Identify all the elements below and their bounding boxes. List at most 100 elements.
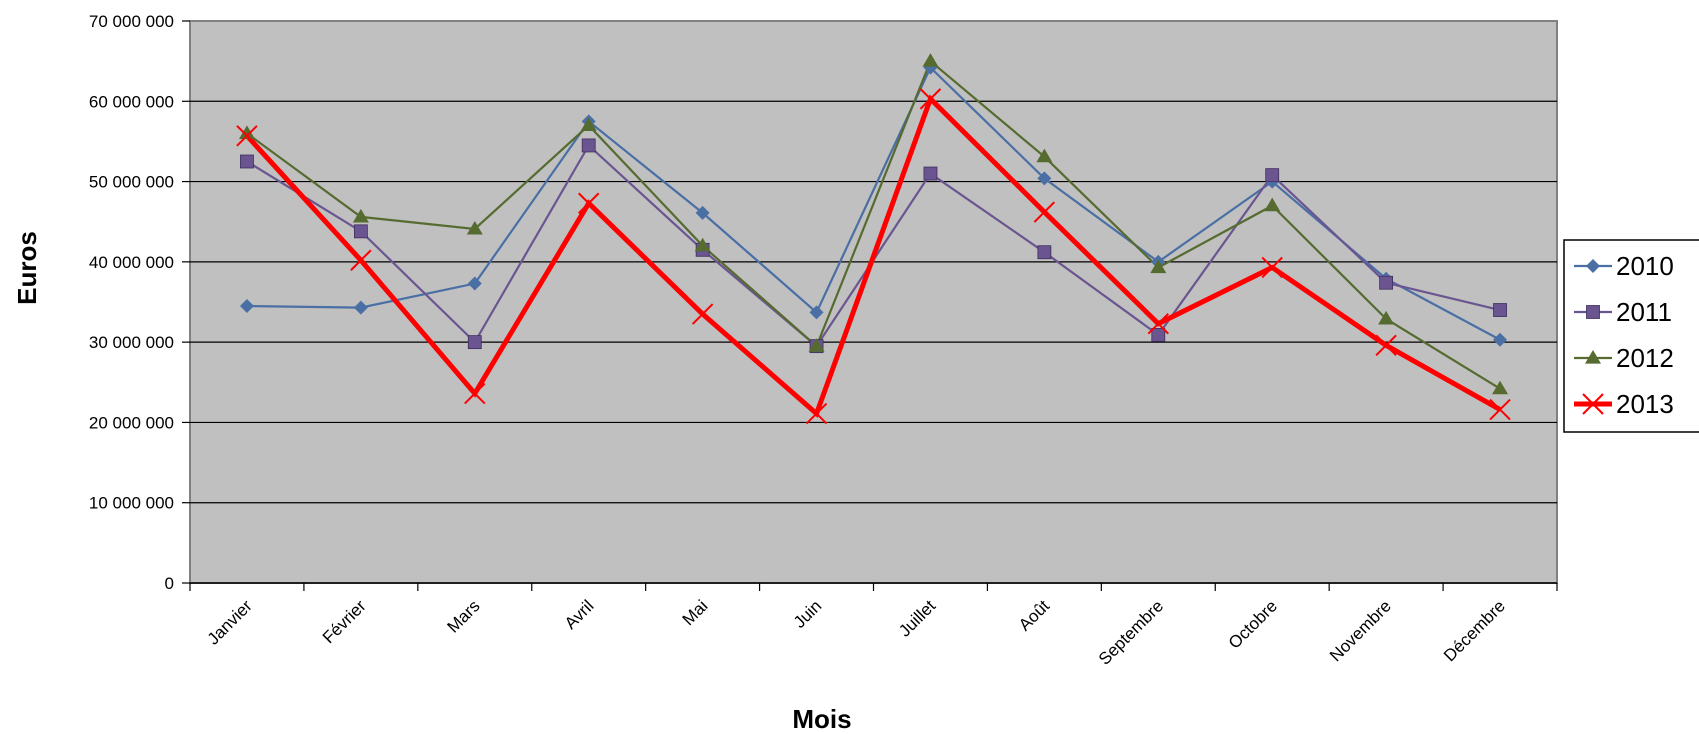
data-point bbox=[1037, 245, 1052, 260]
y-axis-title: Euros bbox=[12, 231, 42, 305]
data-point-stroke bbox=[1582, 393, 1604, 415]
data-point-stroke bbox=[805, 402, 828, 425]
series-markers-2012 bbox=[238, 53, 1509, 395]
data-point bbox=[580, 117, 597, 131]
x-tick-label: Août bbox=[1015, 596, 1053, 634]
data-point bbox=[1586, 305, 1600, 319]
data-point-stroke bbox=[236, 125, 258, 147]
x-axis-title: Mois bbox=[792, 704, 851, 734]
series-line-2013 bbox=[245, 94, 1502, 418]
axes bbox=[182, 20, 1558, 591]
data-point bbox=[1037, 171, 1052, 186]
legend-label: 2010 bbox=[1616, 251, 1674, 281]
data-point bbox=[1264, 197, 1281, 212]
data-point bbox=[695, 205, 710, 220]
x-tick-label: Juillet bbox=[895, 596, 939, 640]
data-point-stroke bbox=[578, 192, 600, 214]
data-point bbox=[1379, 275, 1394, 290]
y-tick-labels: 0 10 000 000 20 000 000 30 000 000 40 000 00… bbox=[89, 12, 174, 593]
data-point-stroke bbox=[1033, 201, 1056, 223]
y-tick-label: 40 000 000 bbox=[89, 253, 174, 272]
data-point bbox=[808, 338, 825, 352]
data-point bbox=[1586, 259, 1600, 273]
gridlines bbox=[190, 100, 1557, 504]
x-tick-label: Novembre bbox=[1326, 596, 1395, 665]
y-tick-label: 30 000 000 bbox=[89, 333, 174, 352]
x-tick-label: Mai bbox=[679, 596, 712, 629]
legend-item-2010: 2010 bbox=[1574, 251, 1674, 281]
series-line-2012 bbox=[246, 59, 1501, 390]
data-point bbox=[805, 402, 828, 425]
x-tick-label: Janvier bbox=[204, 596, 256, 648]
legend-label: 2012 bbox=[1616, 343, 1674, 373]
data-point bbox=[1147, 312, 1169, 335]
x-tick-labels: Janvier Février Mars Avril Mai Juin Juillet Aoû… bbox=[204, 596, 1509, 668]
data-point bbox=[236, 125, 258, 147]
data-point bbox=[1492, 380, 1509, 395]
data-point bbox=[352, 208, 369, 223]
data-point bbox=[350, 249, 372, 271]
legend-item-2011: 2011 bbox=[1574, 297, 1672, 327]
data-point bbox=[1489, 398, 1511, 421]
data-point bbox=[240, 154, 254, 169]
data-point bbox=[467, 335, 482, 350]
x-tick-label: Juin bbox=[790, 596, 825, 631]
data-point-stroke bbox=[1147, 312, 1169, 335]
data-point bbox=[1150, 259, 1167, 274]
x-tick-label: Septembre bbox=[1095, 596, 1167, 668]
series-markers bbox=[236, 53, 1511, 425]
series-line-2010 bbox=[246, 65, 1501, 341]
data-point bbox=[578, 192, 600, 214]
x-tick-label: Décembre bbox=[1440, 596, 1509, 665]
data-point bbox=[581, 138, 596, 153]
legend-label: 2011 bbox=[1616, 297, 1672, 327]
data-point bbox=[1582, 393, 1604, 415]
legend-item-2013: 2013 bbox=[1574, 389, 1674, 419]
data-point bbox=[1585, 350, 1601, 364]
x-tick-label: Octobre bbox=[1225, 596, 1281, 652]
legend-box bbox=[1563, 239, 1699, 433]
data-point-stroke bbox=[1489, 398, 1511, 421]
data-point-stroke bbox=[691, 303, 714, 325]
data-point-stroke bbox=[350, 249, 372, 271]
y-tick-label: 20 000 000 bbox=[89, 413, 174, 432]
data-point-stroke bbox=[1375, 334, 1397, 357]
series-lines bbox=[245, 59, 1502, 418]
data-point-stroke bbox=[919, 88, 942, 110]
data-point bbox=[919, 88, 942, 110]
data-point bbox=[1265, 168, 1280, 183]
data-point bbox=[1375, 334, 1397, 357]
x-tick-label: Mars bbox=[443, 596, 483, 636]
data-point bbox=[691, 303, 714, 325]
legend: 2010 2011 2012 2013 bbox=[1563, 239, 1699, 433]
data-point bbox=[809, 305, 824, 320]
data-point bbox=[238, 125, 255, 139]
data-point bbox=[1493, 303, 1507, 317]
y-tick-label: 10 000 000 bbox=[89, 494, 174, 513]
data-point bbox=[353, 300, 368, 315]
legend-item-2012: 2012 bbox=[1574, 343, 1674, 373]
data-point bbox=[922, 53, 939, 67]
x-tick-label: Avril bbox=[561, 596, 598, 633]
data-point-stroke bbox=[1261, 256, 1283, 279]
data-point bbox=[466, 220, 483, 235]
data-point bbox=[353, 224, 368, 239]
data-point bbox=[1033, 201, 1056, 223]
data-point bbox=[923, 60, 938, 75]
data-point bbox=[694, 237, 711, 252]
x-tick-label: Février bbox=[319, 596, 370, 647]
data-point bbox=[464, 382, 486, 405]
data-point bbox=[1493, 332, 1508, 347]
data-point bbox=[923, 166, 938, 181]
data-point bbox=[1261, 256, 1283, 279]
data-point bbox=[1036, 148, 1053, 163]
data-point bbox=[1151, 328, 1166, 342]
y-tick-label: 50 000 000 bbox=[89, 173, 174, 192]
y-tick-label: 60 000 000 bbox=[89, 92, 174, 111]
data-point bbox=[1378, 310, 1395, 325]
y-tick-label: 70 000 000 bbox=[89, 12, 174, 31]
data-point-stroke bbox=[464, 382, 486, 405]
plot-area bbox=[189, 20, 1558, 584]
data-point bbox=[239, 299, 254, 314]
